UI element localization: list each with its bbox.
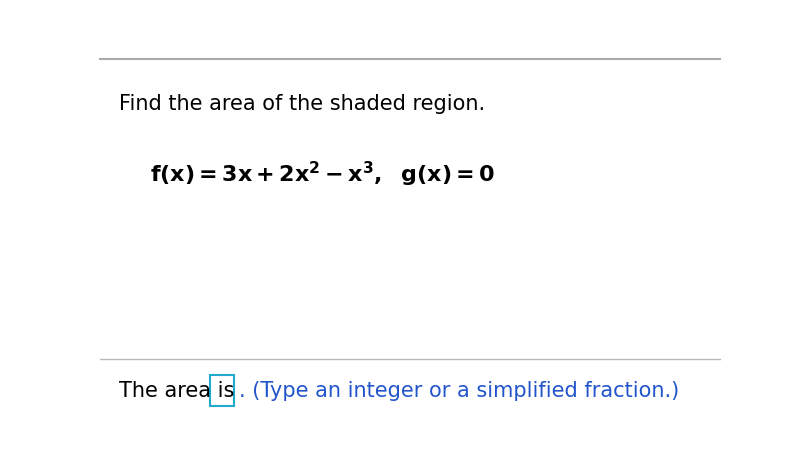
Text: $\mathbf{f(x) = 3x + 2x^2 - x^3}$$\mathbf{,\ \ g(x) = 0}$: $\mathbf{f(x) = 3x + 2x^2 - x^3}$$\mathb… <box>150 160 495 189</box>
Text: . (Type an integer or a simplified fraction.): . (Type an integer or a simplified fract… <box>239 381 679 401</box>
FancyBboxPatch shape <box>210 375 234 406</box>
Text: Find the area of the shaded region.: Find the area of the shaded region. <box>118 94 485 114</box>
Text: The area is: The area is <box>118 381 241 401</box>
